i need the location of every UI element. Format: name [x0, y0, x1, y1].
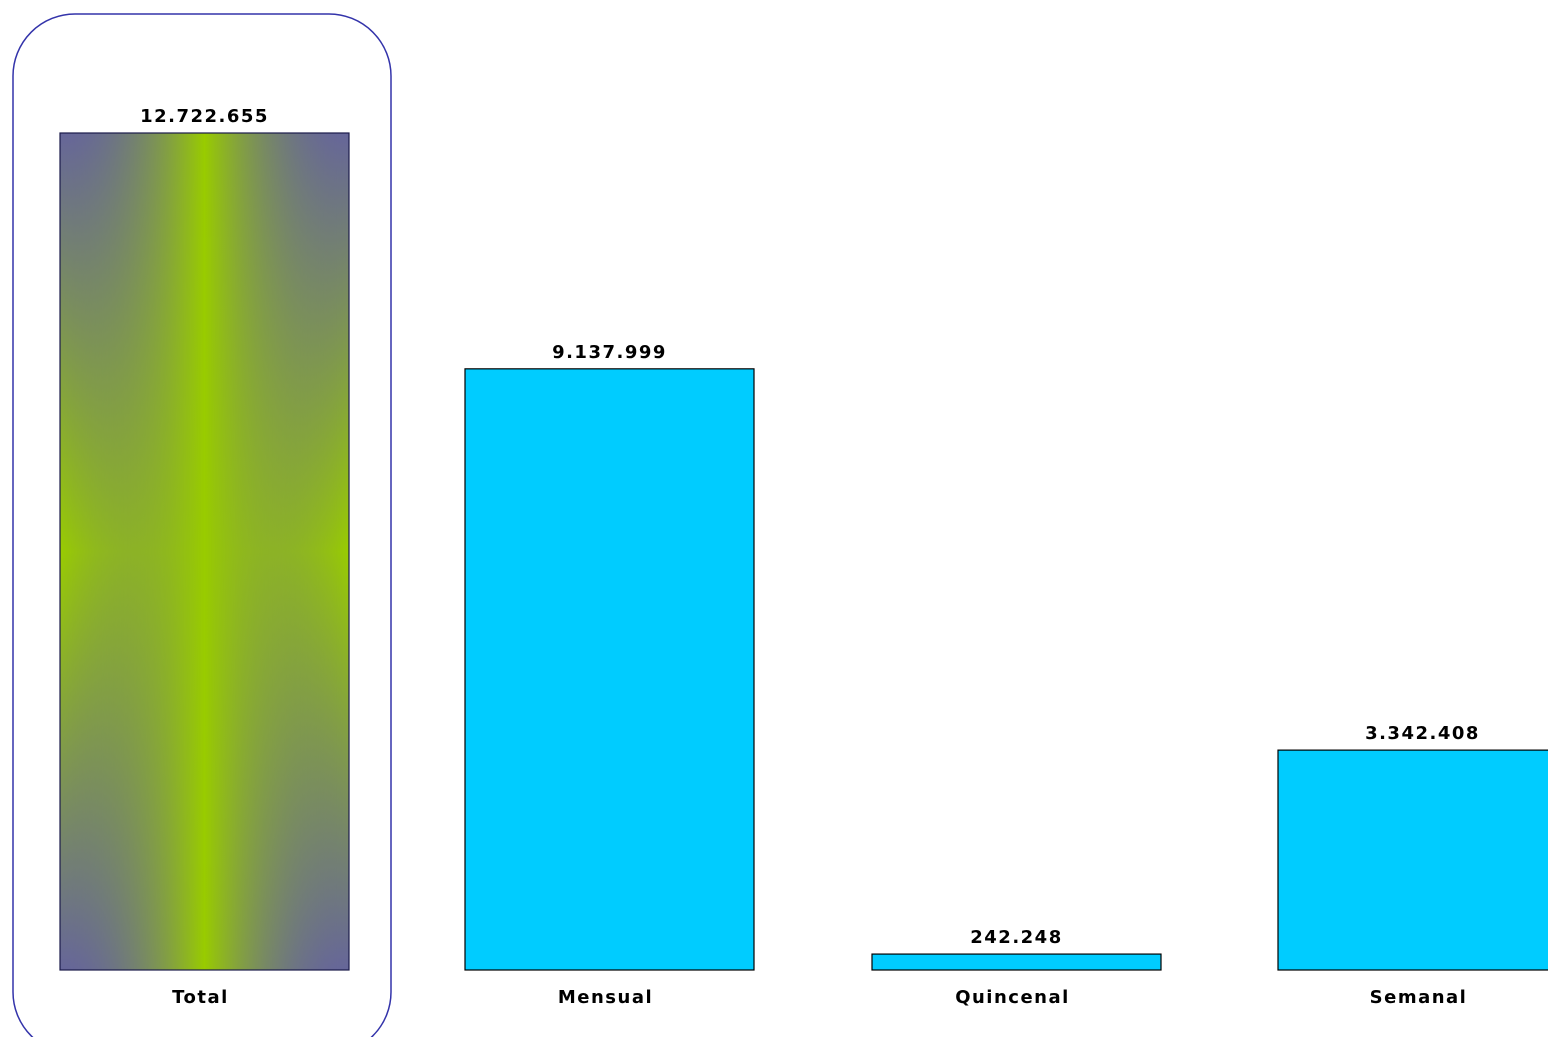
bar-quincenal — [871, 953, 1162, 971]
category-label-quincenal: Quincenal — [955, 987, 1070, 1008]
category-label-total: Total — [172, 987, 229, 1008]
category-label-mensual: Mensual — [558, 987, 653, 1008]
value-label-semanal: 3.342.408 — [1365, 723, 1480, 744]
bar-semanal — [1277, 749, 1548, 971]
highlight-frame — [12, 13, 392, 1037]
value-label-mensual: 9.137.999 — [552, 342, 667, 363]
value-label-total: 12.722.655 — [140, 106, 269, 127]
value-label-quincenal: 242.248 — [970, 927, 1062, 948]
bar-mensual — [464, 368, 755, 971]
bar-total — [59, 132, 350, 971]
category-label-semanal: Semanal — [1370, 987, 1468, 1008]
